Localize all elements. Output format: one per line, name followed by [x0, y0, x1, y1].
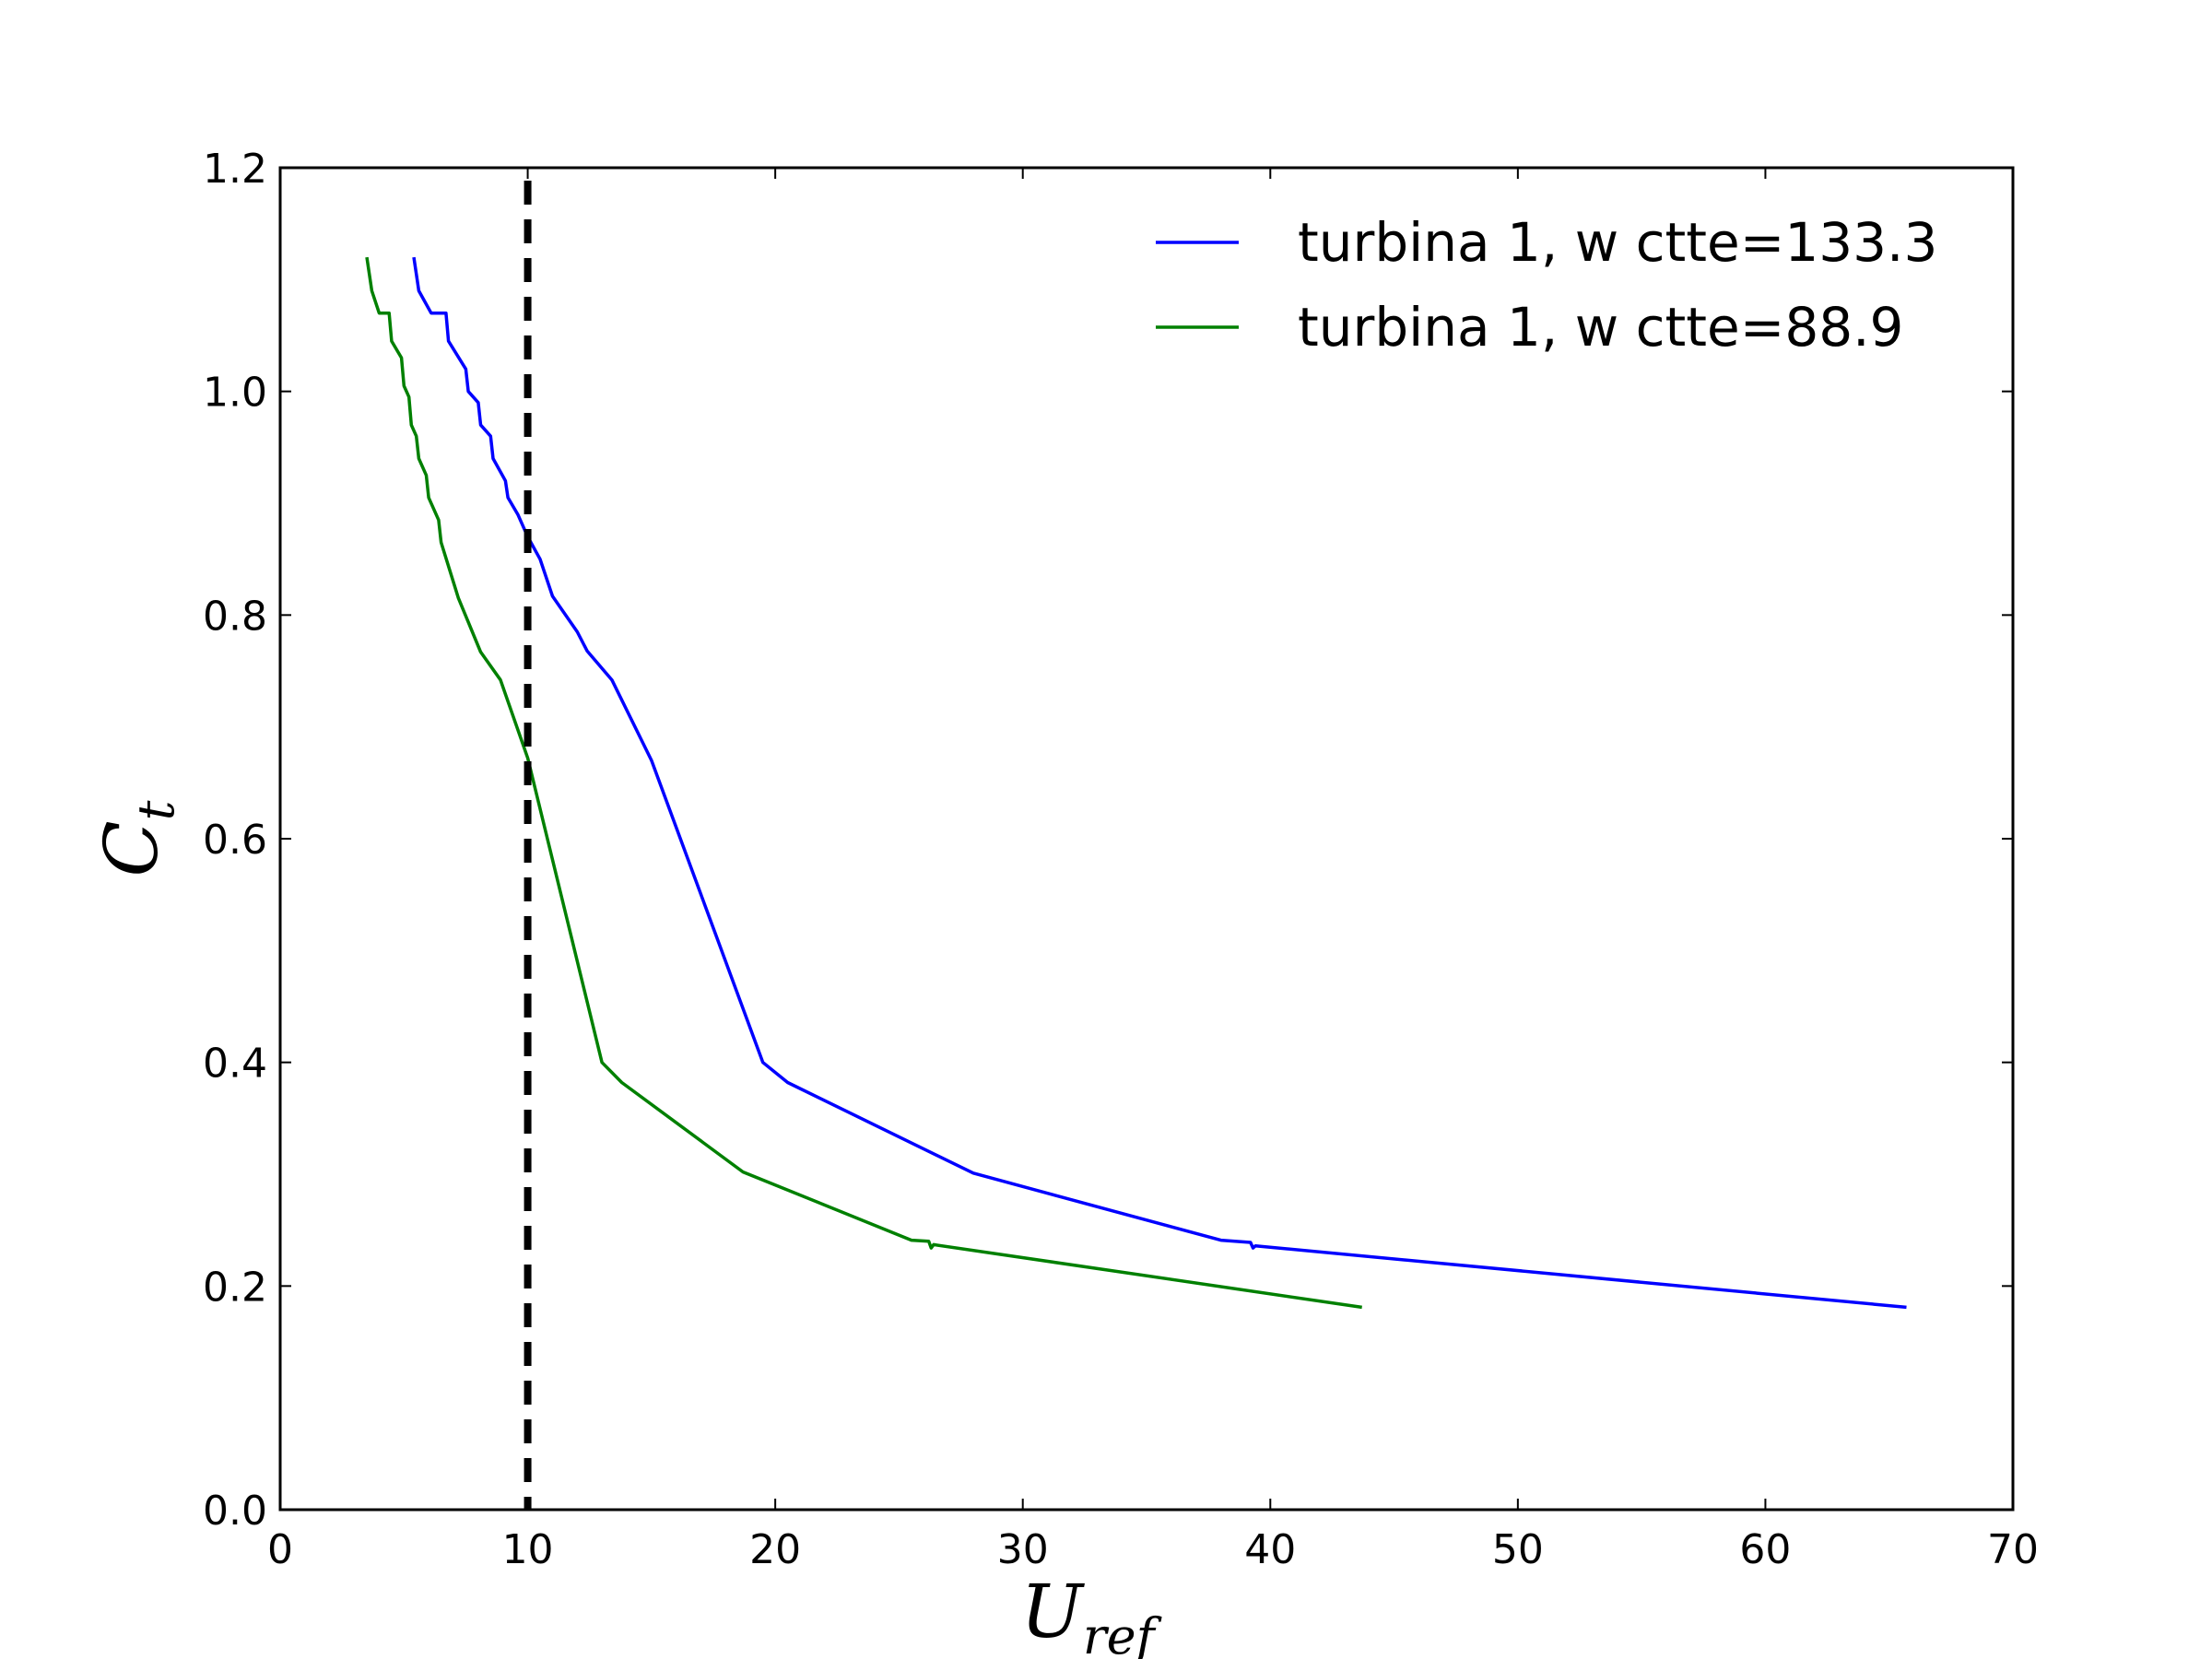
y-axis-label: Ct	[88, 800, 185, 877]
x-axis-label: Uref	[1020, 1569, 1161, 1659]
x-axis-label-subscript: ref	[1083, 1607, 1162, 1659]
series-line-1	[412, 256, 1907, 1310]
x-tick-label: 40	[1244, 1526, 1296, 1573]
y-axis-label-main: C	[88, 820, 174, 877]
y-tick-label: 0.6	[203, 817, 267, 864]
x-tick-label: 60	[1739, 1526, 1791, 1573]
legend-label-2: turbina 1, w ctte=88.9	[1298, 296, 1903, 359]
plot-area-frame	[278, 166, 2015, 1512]
series-line-2	[365, 256, 1362, 1310]
x-tick-label: 10	[502, 1526, 554, 1573]
legend-label-1: turbina 1, w ctte=133.3	[1298, 211, 1937, 274]
y-axis-label-subscript: t	[127, 800, 185, 820]
legend: turbina 1, w ctte=133.3 turbina 1, w ctte…	[1156, 211, 1937, 359]
x-axis-label-main: U	[1020, 1569, 1085, 1654]
y-tick-label: 0.0	[203, 1488, 267, 1535]
x-tick-label: 20	[749, 1526, 801, 1573]
series-layer	[365, 256, 1907, 1310]
x-tick-label: 30	[997, 1526, 1049, 1573]
y-tick-label: 0.8	[203, 593, 267, 640]
y-tick-label: 1.0	[203, 370, 267, 417]
y-tick-label: 1.2	[203, 146, 267, 193]
x-tick-label: 70	[1987, 1526, 2039, 1573]
x-tick-label: 0	[267, 1526, 293, 1573]
tick-layer: 0 10 20 30 40 50 60 70 0.0 0.2 0.4 0.6 0.8 1.0 1.2	[203, 146, 2039, 1573]
y-tick-label: 0.2	[203, 1264, 267, 1311]
x-tick-label: 50	[1492, 1526, 1544, 1573]
y-tick-label: 0.4	[203, 1041, 267, 1088]
